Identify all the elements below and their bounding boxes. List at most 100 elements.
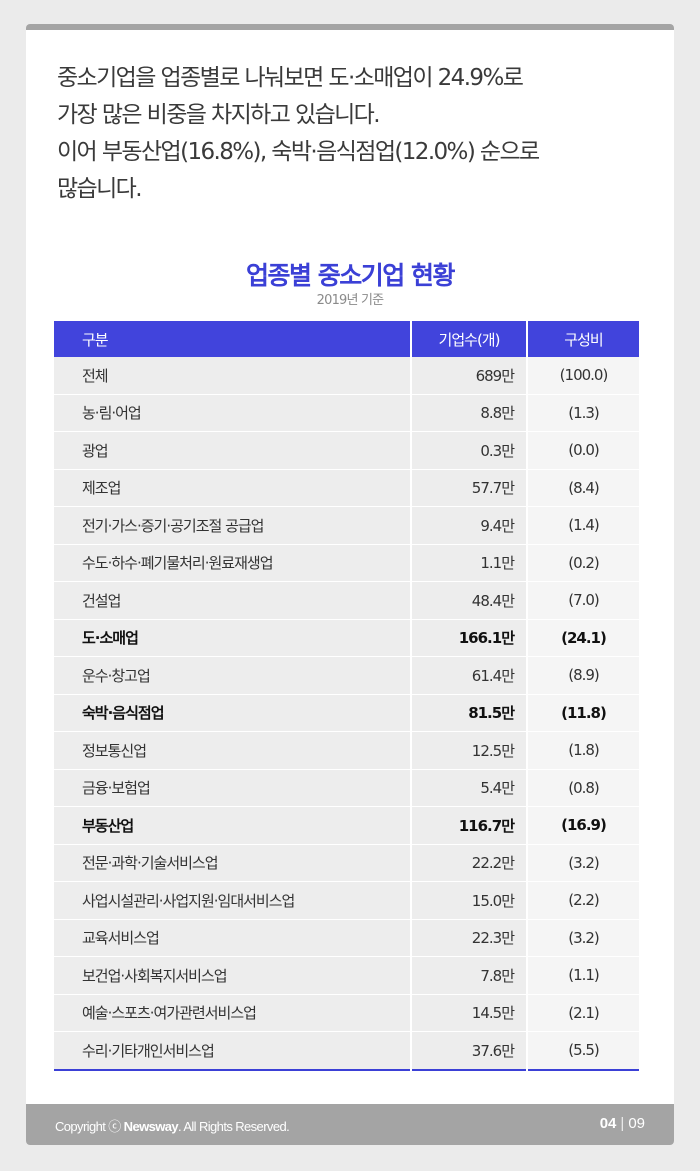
row-category: 전기·가스·증기·공기조절 공급업 — [54, 506, 411, 545]
row-category: 부동산업 — [54, 806, 411, 845]
copyright: Copyright ⓒ Newsway. All Rights Reserved… — [55, 1116, 290, 1135]
row-count: 15.0만 — [410, 881, 527, 920]
intro-text: 중소기업을 업종별로 나눠보면 도·소매업이 24.9%로 가장 많은 비중을 … — [57, 60, 657, 208]
row-count: 7.8만 — [410, 956, 527, 995]
table-row: 숙박·음식점업 81.5만 (11.8) — [54, 694, 639, 732]
row-ratio: (1.1) — [526, 956, 639, 995]
intro-line: 중소기업을 업종별로 나눠보면 도·소매업이 24.9%로 — [57, 65, 524, 91]
table-row: 농·림·어업 8.8만 (1.3) — [54, 394, 639, 432]
table-row: 건설업 48.4만 (7.0) — [54, 581, 639, 620]
row-category: 전체 — [54, 357, 411, 395]
row-ratio: (2.1) — [526, 994, 639, 1032]
copyright-suffix: . All Rights Reserved. — [178, 1119, 290, 1134]
row-category: 수도·하수·폐기물처리·원료재생업 — [54, 544, 411, 582]
header-category: 구분 — [54, 321, 411, 357]
row-category: 교육서비스업 — [54, 919, 411, 957]
card: 중소기업을 업종별로 나눠보면 도·소매업이 24.9%로 가장 많은 비중을 … — [26, 24, 674, 1145]
row-count: 689만 — [410, 357, 527, 395]
row-ratio: (1.4) — [526, 506, 639, 545]
header-ratio: 구성비 — [526, 321, 639, 357]
industry-table: 구분 기업수(개) 구성비 전체 689만 (100.0) 농·림·어업 8.8만 (1.… — [54, 321, 639, 1071]
row-category: 광업 — [54, 431, 411, 470]
brand-name: Newsway — [123, 1119, 179, 1134]
row-ratio: (1.8) — [526, 731, 639, 770]
table-row: 수도·하수·폐기물처리·원료재생업 1.1만 (0.2) — [54, 544, 639, 582]
row-category: 제조업 — [54, 469, 411, 507]
table-subtitle: 2019년 기준 — [316, 293, 385, 308]
row-ratio: (24.1) — [526, 619, 639, 657]
row-ratio: (0.2) — [526, 544, 639, 582]
table-row: 금융·보험업 5.4만 (0.8) — [54, 769, 639, 807]
table-row: 운수·창고업 61.4만 (8.9) — [54, 656, 639, 695]
row-category: 수리·기타개인서비스업 — [54, 1031, 411, 1070]
row-ratio: (8.9) — [526, 656, 639, 695]
table-row: 교육서비스업 22.3만 (3.2) — [54, 919, 639, 957]
intro-line: 많습니다. — [57, 176, 143, 202]
row-category: 사업시설관리·사업지원·임대서비스업 — [54, 881, 411, 920]
row-category: 건설업 — [54, 581, 411, 620]
row-count: 8.8만 — [410, 394, 527, 432]
row-ratio: (1.3) — [526, 394, 639, 432]
row-count: 116.7만 — [410, 806, 527, 845]
table-row: 도·소매업 166.1만 (24.1) — [54, 619, 639, 657]
row-count: 22.3만 — [410, 919, 527, 957]
footer: Copyright ⓒ Newsway. All Rights Reserved… — [26, 1104, 674, 1145]
row-category: 도·소매업 — [54, 619, 411, 657]
table-title: 업종별 중소기업 현황 — [246, 261, 455, 290]
table-row: 전문·과학·기술서비스업 22.2만 (3.2) — [54, 844, 639, 882]
table-row: 수리·기타개인서비스업 37.6만 (5.5) — [54, 1031, 639, 1070]
row-ratio: (5.5) — [526, 1031, 639, 1070]
row-count: 37.6만 — [410, 1031, 527, 1070]
row-count: 48.4만 — [410, 581, 527, 620]
row-category: 농·림·어업 — [54, 394, 411, 432]
table-row: 부동산업 116.7만 (16.9) — [54, 806, 639, 845]
table-row: 보건업·사회복지서비스업 7.8만 (1.1) — [54, 956, 639, 995]
table-row: 정보통신업 12.5만 (1.8) — [54, 731, 639, 770]
copyright-prefix: Copyright ⓒ — [55, 1119, 121, 1134]
header-count: 기업수(개) — [410, 321, 527, 357]
table-row: 예술·스포츠·여가관련서비스업 14.5만 (2.1) — [54, 994, 639, 1032]
row-count: 57.7만 — [410, 469, 527, 507]
row-category: 보건업·사회복지서비스업 — [54, 956, 411, 995]
table-row: 전기·가스·증기·공기조절 공급업 9.4만 (1.4) — [54, 506, 639, 545]
row-count: 61.4만 — [410, 656, 527, 695]
table-row: 제조업 57.7만 (8.4) — [54, 469, 639, 507]
row-ratio: (16.9) — [526, 806, 639, 845]
table-row: 광업 0.3만 (0.0) — [54, 431, 639, 470]
row-count: 9.4만 — [410, 506, 527, 545]
row-ratio: (8.4) — [526, 469, 639, 507]
row-ratio: (7.0) — [526, 581, 639, 620]
row-ratio: (11.8) — [526, 694, 639, 732]
row-count: 5.4만 — [410, 769, 527, 807]
row-ratio: (3.2) — [526, 844, 639, 882]
row-count: 14.5만 — [410, 994, 527, 1032]
row-count: 1.1만 — [410, 544, 527, 582]
table-row: 전체 689만 (100.0) — [54, 357, 639, 395]
row-count: 166.1만 — [410, 619, 527, 657]
page-current: 04 — [599, 1115, 617, 1132]
intro-line: 가장 많은 비중을 차지하고 있습니다. — [57, 102, 381, 128]
row-ratio: (100.0) — [526, 357, 639, 395]
row-category: 숙박·음식점업 — [54, 694, 411, 732]
row-category: 운수·창고업 — [54, 656, 411, 695]
intro-line: 이어 부동산업(16.8%), 숙박·음식점업(12.0%) 순으로 — [57, 139, 540, 165]
row-count: 22.2만 — [410, 844, 527, 882]
row-ratio: (3.2) — [526, 919, 639, 957]
top-strip — [26, 24, 674, 30]
row-count: 81.5만 — [410, 694, 527, 732]
page-separator: | — [620, 1115, 625, 1132]
page-total: 09 — [628, 1115, 645, 1132]
row-category: 정보통신업 — [54, 731, 411, 770]
row-category: 금융·보험업 — [54, 769, 411, 807]
page-indicator: 04 | 09 — [600, 1115, 645, 1132]
table-body: 전체 689만 (100.0) 농·림·어업 8.8만 (1.3) 광업 0.3만 (0.0) 제… — [54, 357, 639, 1070]
table-header-row: 구분 기업수(개) 구성비 — [54, 321, 639, 357]
row-ratio: (0.0) — [526, 431, 639, 470]
row-ratio: (0.8) — [526, 769, 639, 807]
row-category: 전문·과학·기술서비스업 — [54, 844, 411, 882]
row-count: 12.5만 — [410, 731, 527, 770]
table-row: 사업시설관리·사업지원·임대서비스업 15.0만 (2.2) — [54, 881, 639, 920]
row-category: 예술·스포츠·여가관련서비스업 — [54, 994, 411, 1032]
row-ratio: (2.2) — [526, 881, 639, 920]
row-count: 0.3만 — [410, 431, 527, 470]
